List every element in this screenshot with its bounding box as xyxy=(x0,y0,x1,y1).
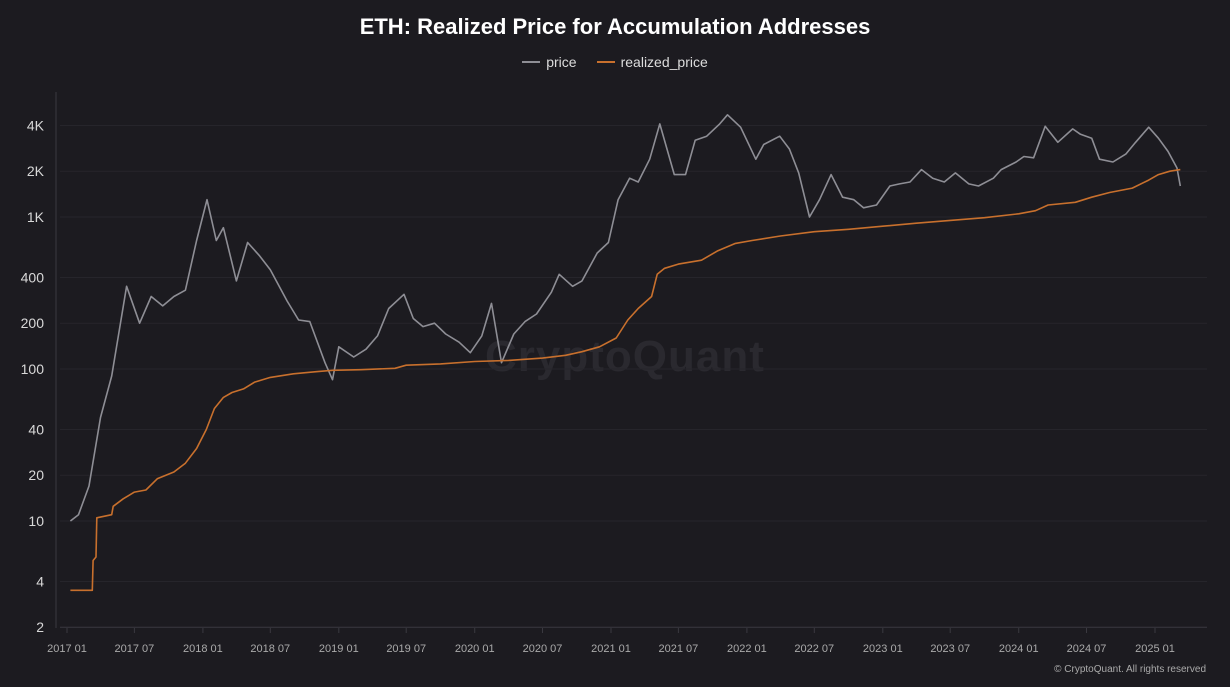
x-tick-label: 2018 07 xyxy=(250,643,290,655)
y-tick-label: 10 xyxy=(28,513,44,529)
x-tick-label: 2022 07 xyxy=(794,643,834,655)
legend-swatch-realized-price xyxy=(596,61,615,63)
y-tick-label: 40 xyxy=(28,421,44,437)
x-tick-label: 2023 01 xyxy=(863,643,903,655)
legend-item-price[interactable]: price xyxy=(522,54,577,70)
chart-title: ETH: Realized Price for Accumulation Add… xyxy=(359,14,871,39)
x-tick-label: 2020 01 xyxy=(455,643,495,655)
x-tick-label: 2022 01 xyxy=(727,643,767,655)
legend-swatch-price xyxy=(522,61,541,63)
y-tick-label: 20 xyxy=(28,467,44,483)
x-tick-label: 2024 01 xyxy=(999,643,1039,655)
watermark: CryptoQuant xyxy=(485,332,765,381)
legend-item-realized-price[interactable]: realized_price xyxy=(596,54,708,70)
x-tick-label: 2021 07 xyxy=(659,643,699,655)
x-tick-label: 2024 07 xyxy=(1067,643,1107,655)
y-tick-label: 1K xyxy=(27,209,45,225)
legend: price realized_price xyxy=(0,54,1230,70)
y-tick-label: 100 xyxy=(21,361,45,377)
x-tick-label: 2020 07 xyxy=(523,643,563,655)
x-tick-label: 2025 01 xyxy=(1135,643,1175,655)
series-line-realized-price xyxy=(70,168,1181,592)
y-tick-label: 400 xyxy=(21,269,45,285)
y-tick-label: 200 xyxy=(21,315,45,331)
x-tick-label: 2019 01 xyxy=(319,643,359,655)
x-tick-label: 2019 07 xyxy=(386,643,426,655)
series-line-price xyxy=(69,114,1182,522)
x-tick-label: 2017 07 xyxy=(115,643,155,655)
x-tick-label: 2023 07 xyxy=(930,643,970,655)
y-tick-label: 2K xyxy=(27,163,45,179)
y-tick-label: 2 xyxy=(36,619,44,635)
legend-label-realized-price: realized_price xyxy=(620,54,708,70)
x-tick-label: 2018 01 xyxy=(183,643,223,655)
x-tick-label: 2021 01 xyxy=(591,643,631,655)
y-tick-label: 4K xyxy=(27,117,45,133)
x-tick-label: 2017 01 xyxy=(47,643,87,655)
legend-label-price: price xyxy=(546,54,577,70)
y-tick-label: 4 xyxy=(36,573,44,589)
copyright: © CryptoQuant. All rights reserved xyxy=(1054,664,1206,675)
